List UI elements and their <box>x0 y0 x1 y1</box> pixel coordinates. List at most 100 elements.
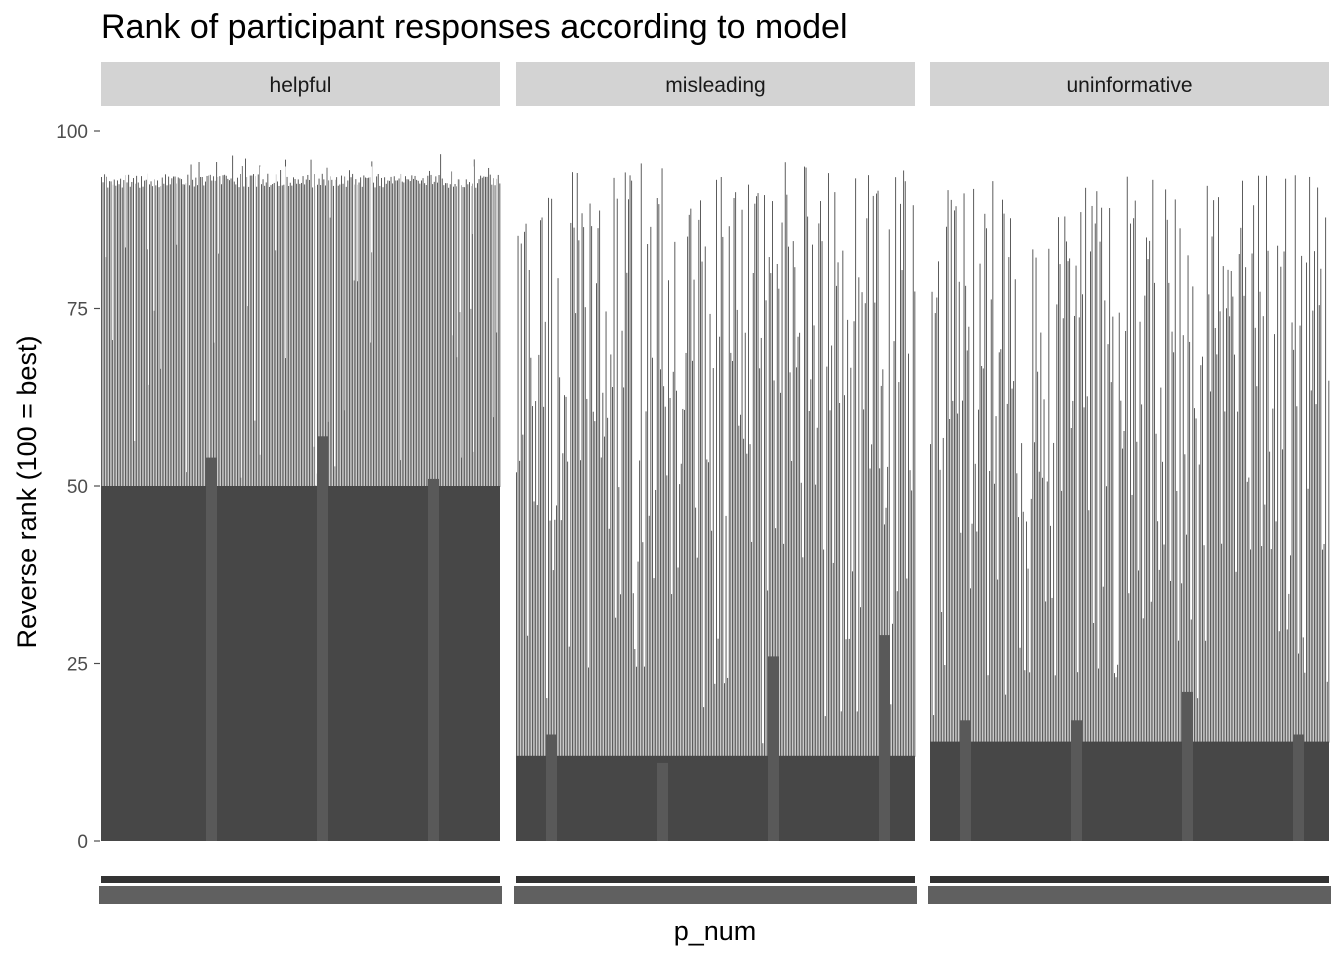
bar <box>321 173 323 487</box>
bar <box>645 411 647 757</box>
x-axis-title: p_num <box>674 916 757 946</box>
bar <box>848 638 850 757</box>
bar <box>1011 388 1013 743</box>
bar <box>1173 352 1175 743</box>
bar <box>489 174 491 487</box>
bar <box>118 184 120 488</box>
bar <box>568 646 570 757</box>
y-tick-label: 50 <box>67 477 88 498</box>
bar <box>390 176 392 487</box>
bar <box>934 313 936 743</box>
bar <box>1144 295 1146 743</box>
bar <box>269 186 270 488</box>
bar <box>310 159 312 487</box>
bar <box>238 187 240 487</box>
bar <box>1221 543 1223 743</box>
bar <box>393 176 395 487</box>
bar <box>1312 310 1314 743</box>
bar <box>597 228 599 757</box>
bar <box>607 417 609 757</box>
bar <box>676 390 677 757</box>
highlight-bar <box>206 457 217 841</box>
bar <box>797 336 799 757</box>
highlight-bar <box>317 436 328 841</box>
bar <box>784 162 786 757</box>
highlight-bar <box>960 720 971 841</box>
bar <box>225 175 227 488</box>
bar <box>165 174 166 487</box>
bar <box>931 291 933 743</box>
bar <box>759 368 761 757</box>
bar <box>421 180 422 487</box>
bar <box>994 483 995 743</box>
bar <box>914 291 916 757</box>
bar <box>209 174 211 487</box>
bar <box>583 227 585 757</box>
bar <box>149 184 150 487</box>
bar <box>700 200 701 757</box>
bar <box>754 203 756 757</box>
bar <box>536 505 538 757</box>
bar <box>416 179 418 487</box>
bar <box>318 178 320 487</box>
bar <box>895 177 897 757</box>
bar <box>1066 241 1067 743</box>
bar <box>570 222 572 757</box>
bar <box>1050 525 1051 743</box>
bar <box>1224 411 1226 743</box>
bar <box>272 184 274 487</box>
bar <box>1075 265 1077 743</box>
bar <box>896 591 898 757</box>
bar <box>296 183 298 487</box>
bar <box>445 183 446 487</box>
bar <box>278 185 280 487</box>
bar <box>256 186 258 488</box>
bar <box>422 178 424 487</box>
bar <box>459 179 461 487</box>
bar <box>658 204 660 757</box>
bar <box>406 179 408 487</box>
bar <box>1296 406 1298 743</box>
bar <box>1042 477 1043 743</box>
bar <box>828 173 829 757</box>
bar <box>762 743 764 757</box>
bar <box>826 366 828 757</box>
bar <box>309 179 310 488</box>
bar <box>1318 305 1320 743</box>
bar <box>978 409 979 743</box>
bar <box>443 185 445 488</box>
bar <box>461 185 462 487</box>
bar <box>581 213 583 757</box>
facet-strip <box>101 62 500 106</box>
bar <box>559 377 561 757</box>
bar <box>1226 308 1227 743</box>
bar <box>752 273 754 757</box>
bar <box>129 186 131 487</box>
bar <box>376 176 378 487</box>
bar <box>947 190 949 743</box>
bar <box>1090 251 1091 743</box>
bar <box>783 543 785 757</box>
bar <box>610 354 612 757</box>
bar <box>1198 464 1200 743</box>
bar <box>634 649 636 757</box>
bar <box>987 675 989 743</box>
bar <box>989 470 991 743</box>
bar <box>1230 271 1232 743</box>
bar <box>1264 504 1266 743</box>
bar <box>549 520 551 757</box>
bar <box>605 311 607 757</box>
bar <box>661 168 663 757</box>
bar <box>182 184 184 488</box>
bar <box>1238 254 1240 743</box>
bar <box>1069 258 1071 743</box>
bar <box>195 177 197 487</box>
bar <box>792 241 794 757</box>
bar <box>687 236 689 757</box>
bar <box>976 531 978 743</box>
bar <box>1072 400 1074 743</box>
bar-gap <box>460 166 462 458</box>
bar <box>144 180 146 487</box>
bar <box>564 395 565 757</box>
bar <box>1016 473 1018 743</box>
